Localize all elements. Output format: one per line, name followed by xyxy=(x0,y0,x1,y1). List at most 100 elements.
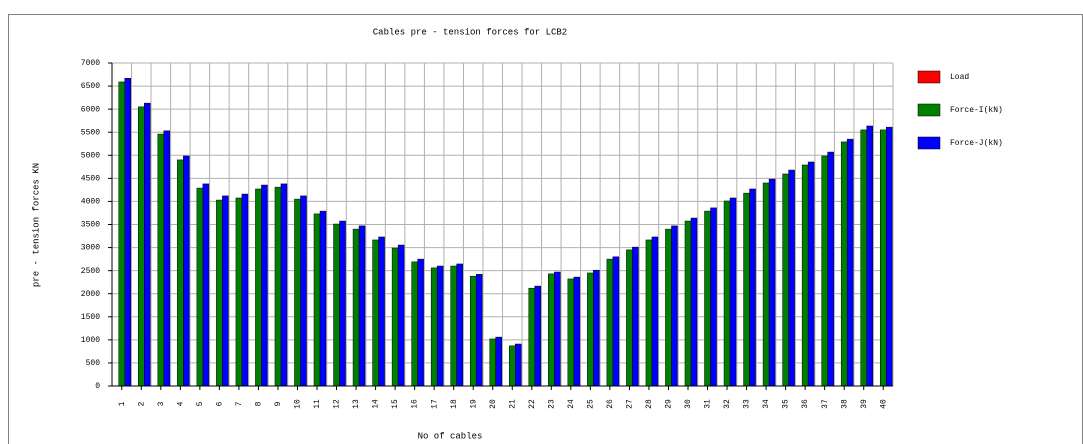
bar xyxy=(626,249,633,387)
bar xyxy=(573,276,581,387)
bar xyxy=(241,193,249,387)
x-tick-label: 28 xyxy=(645,399,654,409)
x-tick-label: 6 xyxy=(215,401,224,406)
bar xyxy=(827,151,834,387)
bar xyxy=(768,178,776,387)
bar xyxy=(632,246,639,387)
bar xyxy=(261,184,268,387)
x-tick-label: 34 xyxy=(762,399,771,409)
bar xyxy=(456,263,463,387)
bar xyxy=(749,188,756,387)
chart-title: Cables pre - tension forces for LCB2 xyxy=(373,27,567,37)
bar xyxy=(782,173,789,387)
bar xyxy=(665,228,672,387)
bar xyxy=(684,220,692,387)
x-tick-label: 15 xyxy=(391,399,400,409)
bar xyxy=(866,125,873,387)
x-tick-label: 9 xyxy=(274,401,283,406)
x-tick-label: 11 xyxy=(313,399,322,409)
y-axis-label: pre - tension forces KN xyxy=(31,163,41,287)
bar xyxy=(567,278,575,387)
x-tick-label: 18 xyxy=(450,399,459,409)
x-tick-label: 10 xyxy=(294,399,303,409)
x-tick-label: 13 xyxy=(352,399,361,409)
y-tick-label: 2000 xyxy=(81,290,100,299)
bar xyxy=(651,236,659,387)
bar xyxy=(690,217,698,387)
legend-swatch xyxy=(917,103,941,117)
x-tick-label: 40 xyxy=(879,399,888,409)
bar xyxy=(885,126,893,387)
bar xyxy=(475,274,483,387)
bar xyxy=(417,258,424,387)
bar xyxy=(358,225,366,387)
x-tick-label: 7 xyxy=(235,401,244,406)
legend-swatch xyxy=(917,136,941,150)
bar xyxy=(801,164,809,387)
x-tick-label: 31 xyxy=(704,399,713,409)
bar xyxy=(352,228,360,387)
y-tick-label: 5500 xyxy=(81,128,100,137)
x-tick-label: 39 xyxy=(860,399,869,409)
bar xyxy=(860,129,867,387)
x-tick-label: 4 xyxy=(176,401,185,406)
bar xyxy=(196,187,204,387)
bar xyxy=(450,265,457,387)
bar xyxy=(489,338,496,387)
bar xyxy=(391,247,399,387)
bar xyxy=(216,199,223,387)
legend-label: Force-J(kN) xyxy=(950,139,1003,148)
legend-label: Force-I(kN) xyxy=(950,106,1003,115)
bar xyxy=(177,159,184,387)
bar xyxy=(202,183,210,387)
bar xyxy=(313,213,321,387)
bar xyxy=(710,207,717,387)
x-tick-label: 8 xyxy=(255,401,264,406)
y-tick-label: 2500 xyxy=(81,267,100,276)
x-tick-label: 20 xyxy=(489,399,498,409)
bar xyxy=(235,197,243,387)
bar xyxy=(495,336,502,387)
x-tick-label: 27 xyxy=(626,399,635,409)
bar xyxy=(788,169,795,387)
bar xyxy=(587,272,594,387)
bar xyxy=(840,141,848,387)
y-tick-label: 3500 xyxy=(81,221,100,230)
bar xyxy=(548,273,555,387)
bar xyxy=(534,285,542,387)
y-tick-label: 0 xyxy=(95,382,100,391)
bar xyxy=(124,77,132,387)
x-tick-label: 1 xyxy=(118,401,127,406)
bar xyxy=(430,267,438,387)
bar xyxy=(762,182,770,387)
y-tick-label: 5000 xyxy=(81,151,100,160)
bar xyxy=(280,183,288,387)
y-tick-label: 1500 xyxy=(81,313,100,322)
x-tick-label: 29 xyxy=(665,399,674,409)
y-tick-label: 1000 xyxy=(81,336,100,345)
bar xyxy=(612,256,620,387)
x-tick-label: 24 xyxy=(567,399,576,409)
x-tick-label: 21 xyxy=(508,399,517,409)
y-tick-label: 500 xyxy=(86,359,101,368)
x-tick-label: 38 xyxy=(840,399,849,409)
bar xyxy=(255,188,262,387)
legend-label: Load xyxy=(950,73,969,82)
bar xyxy=(729,197,737,387)
x-tick-label: 33 xyxy=(743,399,752,409)
legend-swatch xyxy=(917,70,941,84)
bar xyxy=(157,133,165,387)
bar xyxy=(879,129,887,387)
x-tick-label: 3 xyxy=(157,401,166,406)
y-tick-label: 4000 xyxy=(81,198,100,207)
x-tick-label: 23 xyxy=(547,399,556,409)
x-tick-label: 5 xyxy=(196,401,205,406)
x-tick-label: 26 xyxy=(606,399,615,409)
bar xyxy=(144,102,151,387)
bar xyxy=(333,223,340,387)
bar xyxy=(183,155,190,387)
bar xyxy=(274,186,282,387)
y-tick-label: 6500 xyxy=(81,82,100,91)
bar xyxy=(411,261,418,387)
bar xyxy=(319,210,327,387)
